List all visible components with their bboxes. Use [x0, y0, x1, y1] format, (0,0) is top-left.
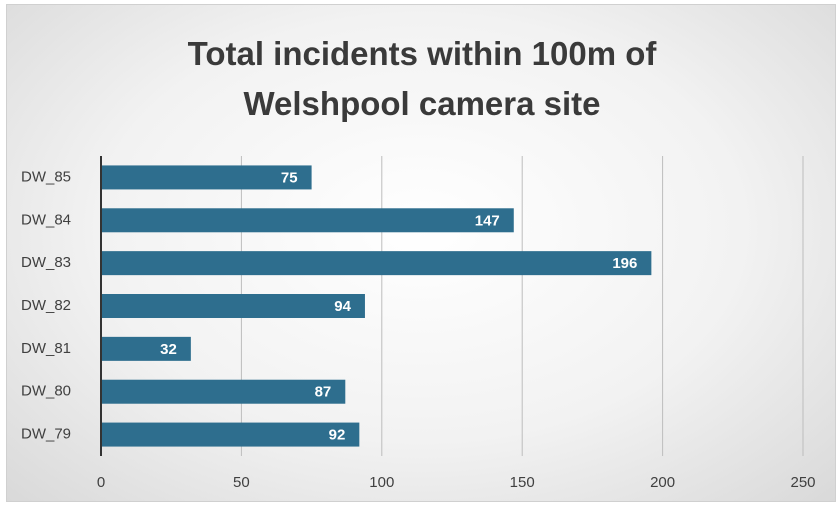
bar [101, 294, 365, 318]
value-label: 94 [334, 298, 351, 315]
value-label: 147 [475, 212, 500, 229]
y-tick-label: DW_83 [21, 254, 71, 271]
bar [101, 165, 312, 190]
x-tick-label: 150 [510, 474, 535, 491]
bar [101, 251, 652, 276]
chart: Total incidents within 100m of Welshpool… [6, 4, 836, 502]
plot: 0 50 100 150 200 250 DW_85 75 DW_84 147 DW_83 196 DW… [21, 156, 816, 491]
x-tick-label: 0 [97, 474, 105, 491]
x-tick-label: 50 [233, 474, 250, 491]
y-tick-label: DW_85 [21, 168, 71, 185]
x-tick-label: 100 [369, 474, 394, 491]
y-tick-label: DW_79 [21, 426, 71, 443]
bar [101, 422, 360, 447]
value-label: 92 [329, 427, 346, 444]
x-tick-label: 250 [790, 474, 815, 491]
bar [101, 336, 191, 361]
y-tick-label: DW_84 [21, 211, 71, 228]
y-tick-label: DW_80 [21, 383, 71, 400]
y-tick-label: DW_81 [21, 340, 71, 357]
value-label: 196 [612, 255, 637, 272]
value-label: 87 [315, 384, 332, 401]
x-tick-label: 200 [650, 474, 675, 491]
value-label: 75 [281, 169, 298, 186]
bar [101, 208, 514, 233]
y-tick-label: DW_82 [21, 297, 71, 314]
value-label: 32 [160, 341, 177, 358]
bar [101, 379, 346, 404]
chart-title: Total incidents within 100m of Welshpool… [187, 35, 657, 122]
